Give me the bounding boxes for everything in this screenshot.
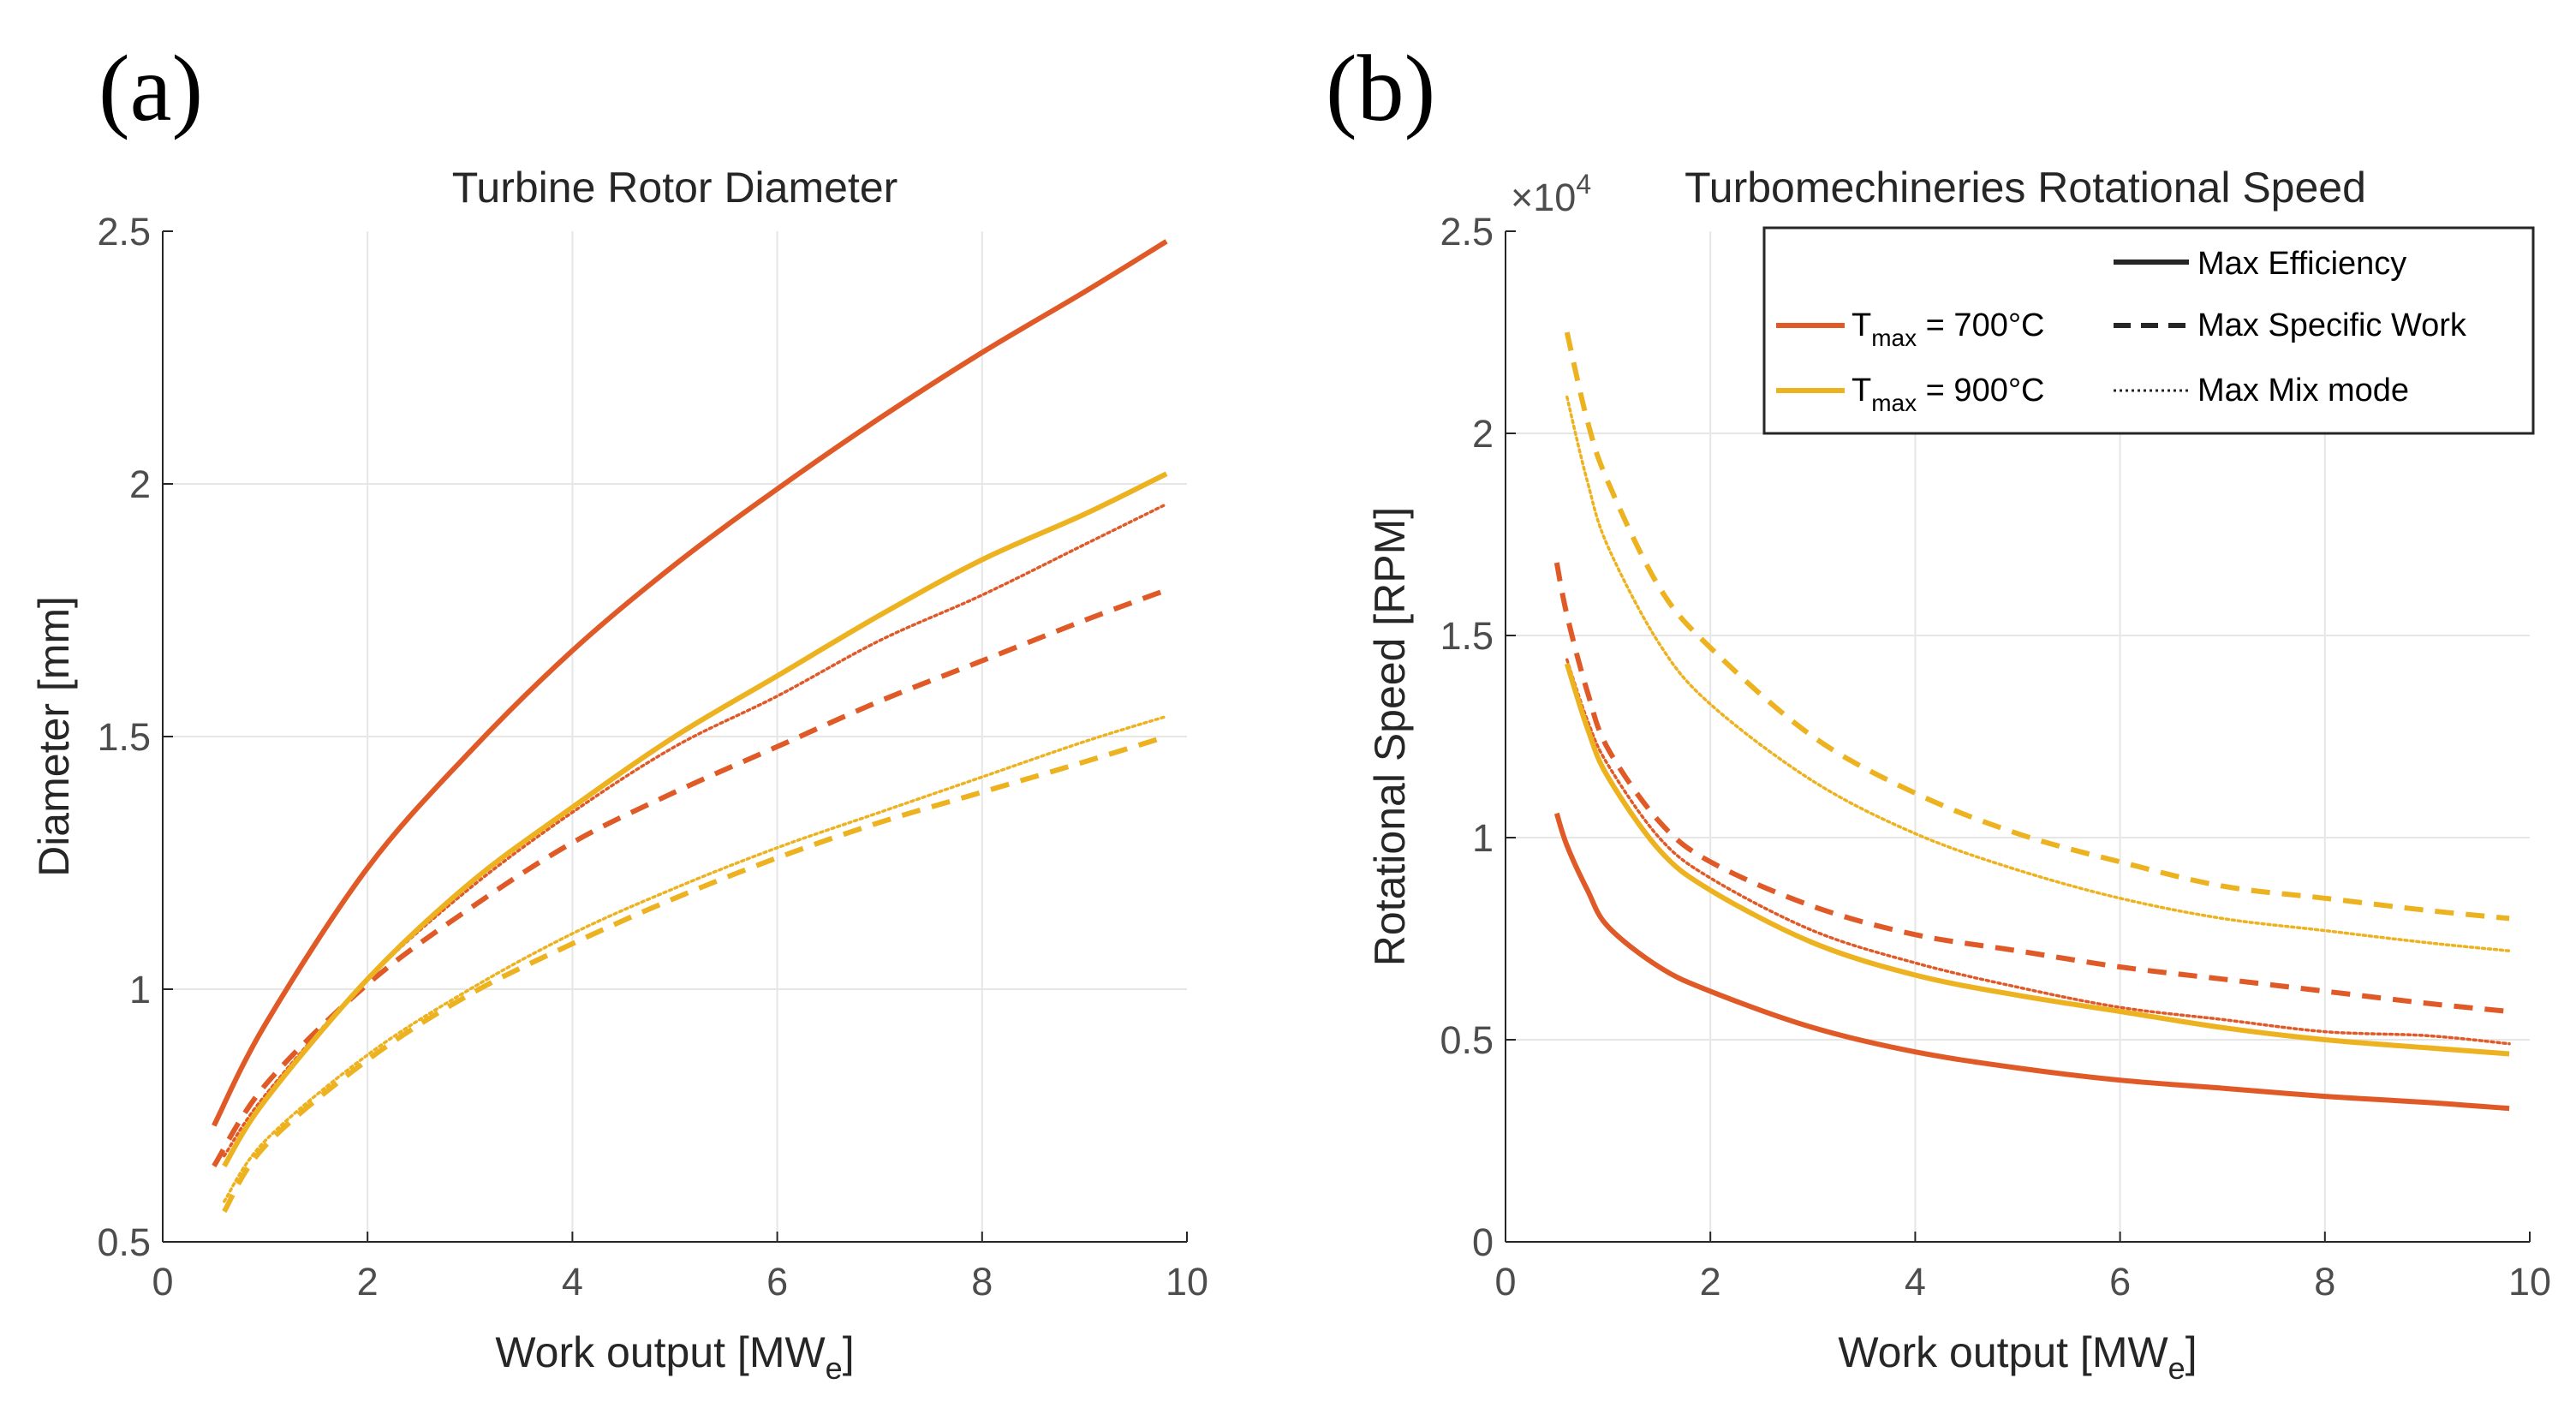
- chart-b-xtick-label-4: 8: [2314, 1260, 2335, 1304]
- chart-b-legend: Max Efficiency Tmax = 700°C Max Specific…: [1762, 226, 2535, 435]
- legend-700-prefix: T: [1852, 307, 1871, 343]
- chart-b-ytick-label-2: 1: [1472, 816, 1494, 860]
- chart-a-title: Turbine Rotor Diameter: [452, 164, 898, 212]
- chart-b-ytick-label-1: 0.5: [1440, 1018, 1494, 1062]
- chart-a-xtick-label-2: 4: [562, 1260, 583, 1304]
- chart-b-x-label-main: Work output [MW: [1838, 1328, 2168, 1376]
- legend-color-label-700: Tmax = 700°C: [1852, 307, 2044, 351]
- chart-a-x-label-sub: e: [826, 1351, 843, 1386]
- chart-a-xticks: 0 2 4 6 8 10: [152, 1232, 1208, 1304]
- chart-b-ytick-label-4: 2: [1472, 412, 1494, 456]
- chart-a-x-label: Work output [MWe]: [495, 1328, 854, 1386]
- chart-a-xtick-label-3: 6: [766, 1260, 788, 1304]
- chart-a-series-3-solid: [222, 471, 1168, 1168]
- chart-b-xtick-label-5: 10: [2508, 1260, 2551, 1304]
- chart-a-series-0-solid: [212, 239, 1168, 1127]
- chart-a-xtick-label-5: 10: [1166, 1260, 1208, 1304]
- chart-b-y-label: Rotational Speed [RPM]: [1366, 507, 1414, 966]
- chart-a-x-label-end: ]: [843, 1328, 855, 1376]
- chart-a-y-label: Diameter [mm]: [30, 596, 78, 877]
- legend-900-sub: max: [1871, 390, 1917, 416]
- legend-900-suffix: = 900°C: [1917, 373, 2044, 409]
- chart-b-title: Turbomechineries Rotational Speed: [1685, 164, 2366, 212]
- chart-b-ytick-label-5: 2.5: [1440, 210, 1494, 254]
- chart-b-exponent: ×104: [1511, 169, 1591, 219]
- legend-style-label-efficiency: Max Efficiency: [2197, 246, 2406, 282]
- chart-a-xtick-label-1: 2: [357, 1260, 379, 1304]
- panel-b-label: (b): [1326, 36, 1435, 140]
- chart-a-ytick-label-1: 1: [129, 968, 151, 1011]
- chart-b-x-label-sub: e: [2168, 1351, 2185, 1386]
- chart-b-ytick-label-3: 1.5: [1440, 614, 1494, 658]
- chart-a-x-label-main: Work output [MW: [495, 1328, 826, 1376]
- chart-b-series: [1553, 331, 2511, 1112]
- panel-a-label: (a): [98, 36, 203, 140]
- chart-b-exponent-base: ×10: [1511, 176, 1576, 219]
- legend-900-prefix: T: [1852, 373, 1871, 409]
- chart-b-series-2-dotted: [1565, 658, 2511, 1046]
- chart-a: 0 2 4 6 8 10 0.5 1 1.5 2 2.5 Turbine Rotor Diamet…: [30, 164, 1208, 1386]
- chart-b-xtick-label-0: 0: [1494, 1260, 1516, 1304]
- chart-a-ytick-label-0: 0.5: [97, 1220, 151, 1264]
- chart-a-series-5-dotted: [223, 714, 1168, 1203]
- chart-a-series: [212, 239, 1168, 1214]
- chart-b-xtick-label-3: 6: [2109, 1260, 2131, 1304]
- chart-b-yticks: 0 0.5 1 1.5 2 2.5: [1440, 210, 1516, 1264]
- legend-style-label-mix-mode: Max Mix mode: [2197, 373, 2409, 409]
- chart-b-series-0-solid: [1553, 812, 2510, 1112]
- chart-a-ytick-label-2: 1.5: [97, 715, 151, 759]
- chart-a-yticks: 0.5 1 1.5 2 2.5: [97, 210, 173, 1264]
- chart-b-exponent-power: 4: [1576, 169, 1591, 200]
- chart-b: 0 2 4 6 8 10 00.511.522.5 ×104 Turbomechineri…: [1366, 164, 2551, 1386]
- chart-b-x-label-end: ]: [2185, 1328, 2197, 1376]
- legend-700-sub: max: [1871, 325, 1917, 351]
- chart-a-ytick-label-4: 2.5: [97, 210, 151, 254]
- chart-a-xtick-label-4: 8: [971, 1260, 993, 1304]
- chart-b-xticks: 0 2 4 6 8 10: [1494, 1232, 2551, 1304]
- chart-a-series-4-dashed: [222, 734, 1167, 1214]
- chart-b-xtick-label-1: 2: [1700, 1260, 1721, 1304]
- chart-b-series-1-dashed: [1553, 562, 2510, 1014]
- legend-700-suffix: = 700°C: [1917, 307, 2044, 343]
- legend-color-label-900: Tmax = 900°C: [1852, 373, 2044, 416]
- chart-b-xtick-label-2: 4: [1905, 1260, 1926, 1304]
- chart-b-x-label: Work output [MWe]: [1838, 1328, 2197, 1386]
- chart-a-xtick-label-0: 0: [152, 1260, 173, 1304]
- chart-b-ytick-label-0: 0: [1472, 1220, 1494, 1264]
- chart-a-ytick-label-3: 2: [129, 462, 151, 506]
- chart-b-series-3-solid: [1564, 663, 2510, 1057]
- legend-style-label-specific-work: Max Specific Work: [2197, 307, 2467, 343]
- chart-b-series-5-dotted: [1565, 395, 2511, 952]
- chart-b-series-4-dashed: [1564, 331, 2510, 922]
